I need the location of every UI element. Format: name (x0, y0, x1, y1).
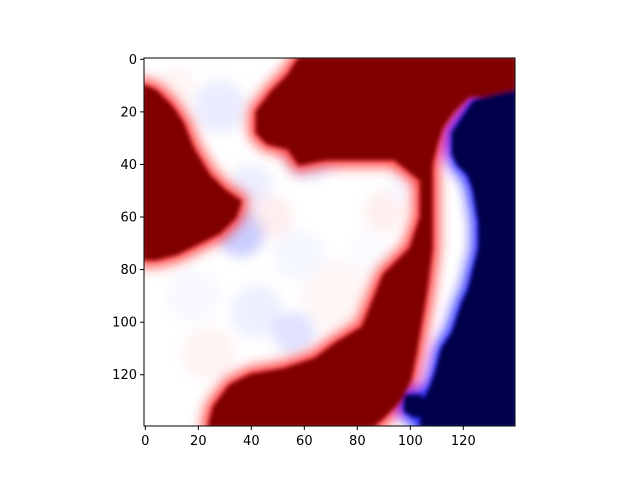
heatmap-texture-spot-13 (251, 196, 294, 239)
x-tick-label-1: 20 (190, 434, 207, 449)
heatmap-texture-spot-6 (230, 285, 284, 338)
heatmap-texture-spot-9 (362, 190, 406, 233)
heatmap-texture-spot-7 (272, 311, 315, 354)
heatmap-image (144, 58, 515, 426)
heatmap-region-3 (404, 394, 428, 418)
heatmap-regions (144, 58, 515, 426)
heatmap-texture-spot-12 (193, 80, 247, 133)
x-tick-label-5: 100 (398, 434, 423, 449)
heatmap-region-2 (419, 89, 515, 426)
y-tick-label-5: 100 (112, 316, 137, 331)
x-tick-label-4: 80 (349, 434, 366, 449)
heatmap-texture-spot-4 (301, 261, 371, 331)
y-tick-label-0: 0 (129, 53, 137, 68)
heatmap-texture-spot-14 (291, 177, 350, 236)
heatmap-texture (158, 67, 424, 381)
heatmap-texture-spot-3 (272, 227, 326, 281)
plot-frame (143, 57, 516, 427)
x-tick-label-3: 60 (296, 434, 313, 449)
y-axis: 0 20 40 60 80 100 120 (112, 53, 144, 383)
y-tick-label-3: 60 (120, 211, 137, 226)
x-tick-label-2: 40 (243, 434, 260, 449)
y-tick-label-1: 20 (120, 105, 137, 120)
x-axis: 0 20 40 60 80 100 120 (141, 426, 476, 449)
x-tick-label-6: 120 (451, 434, 476, 449)
y-tick-label-4: 80 (120, 263, 137, 278)
heatmap-texture-spot-8 (182, 327, 236, 381)
heatmap-region-0 (207, 58, 515, 426)
heatmap-texture-spot-10 (346, 232, 390, 275)
heatmap-texture-spot-5 (166, 269, 220, 323)
y-tick-label-2: 40 (120, 158, 137, 173)
heatmap-region-1 (144, 84, 242, 261)
x-tick-label-0: 0 (141, 434, 149, 449)
y-tick-label-6: 120 (112, 368, 137, 383)
